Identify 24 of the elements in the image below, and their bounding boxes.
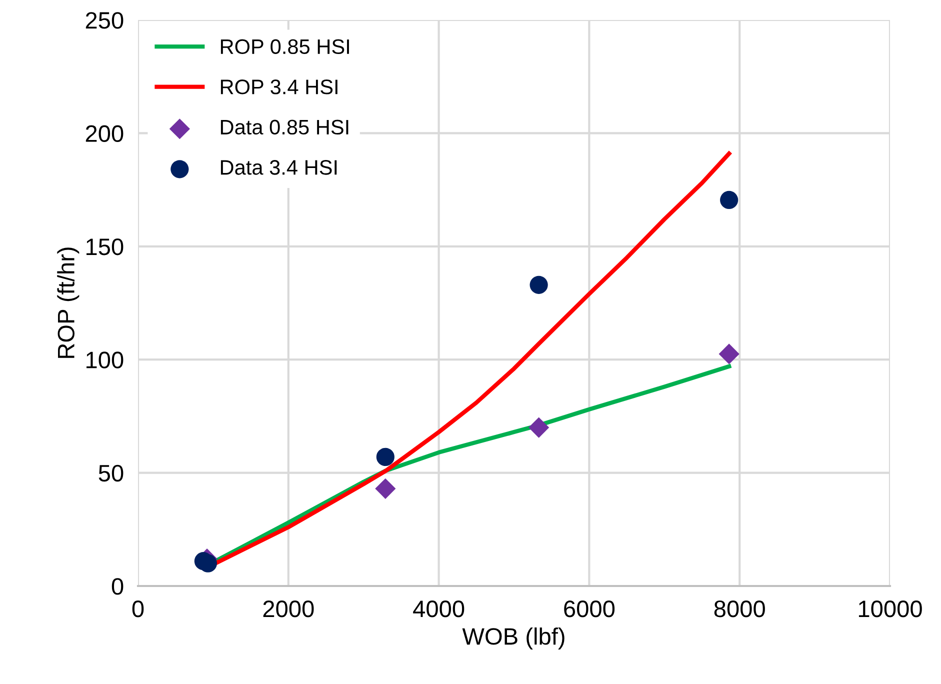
point: [528, 417, 550, 438]
y-tick-label: 150: [86, 238, 124, 256]
legend-label: Data 3.4 HSI: [220, 160, 337, 175]
point: [376, 448, 394, 466]
point: [530, 276, 548, 294]
y-tick-label: 0: [112, 578, 124, 595]
legend-label: ROP 3.4 HSI: [220, 80, 338, 94]
x-tick-label: 0: [132, 600, 144, 618]
legend-label: ROP 0.85 HSI: [220, 39, 349, 54]
x-tick-label: 10000: [858, 600, 922, 618]
y-tick-label: 250: [86, 12, 124, 29]
legend-label: Data 0.85 HSI: [220, 120, 348, 135]
x-tick-label: 2000: [263, 600, 314, 618]
y-tick-label: 50: [98, 464, 124, 482]
x-tick-label: 6000: [564, 600, 615, 618]
point: [375, 478, 396, 499]
x-tick-label: 4000: [413, 600, 464, 618]
y-tick-label: 100: [86, 352, 124, 368]
point: [718, 344, 740, 364]
y-axis-title: ROP (ft/hr): [57, 248, 80, 358]
point: [720, 190, 738, 210]
y-tick-label: 200: [86, 125, 124, 142]
x-tick-label: 8000: [714, 600, 765, 618]
x-axis-title: WOB (lbf): [462, 627, 564, 650]
